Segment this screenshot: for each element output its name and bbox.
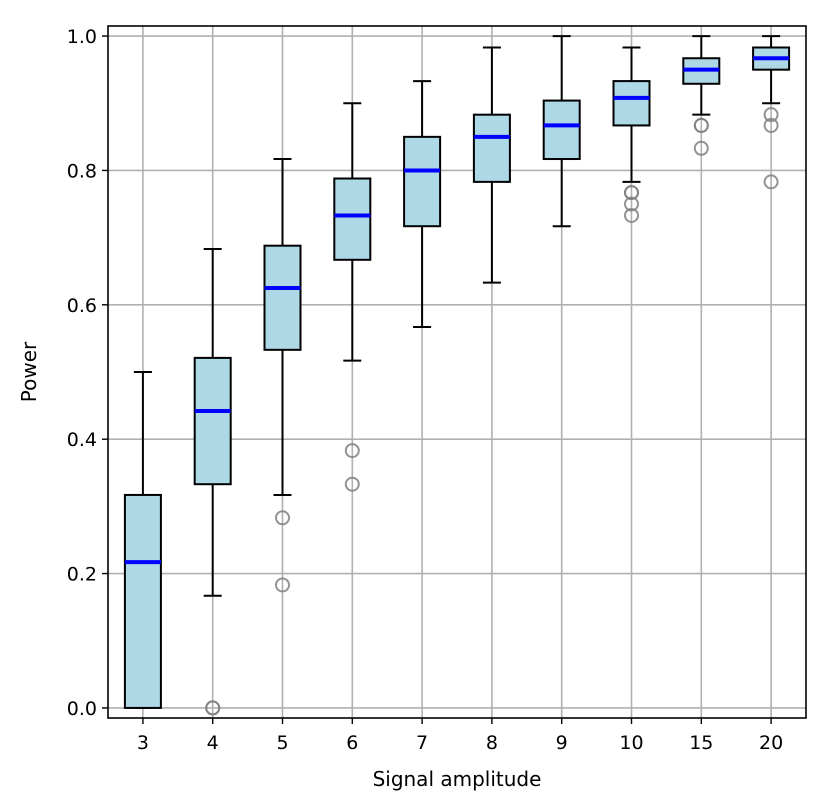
y-tick-label: 0.0: [67, 698, 97, 720]
iqr-box: [612, 80, 651, 127]
outlier-point: [763, 174, 779, 190]
box-7: [403, 80, 442, 328]
x-axis: 3 4 5 6 7 8 9 10 15 20: [137, 718, 783, 754]
outlier-point: [344, 443, 360, 459]
iqr-box: [263, 244, 302, 351]
outlier-point: [624, 207, 639, 223]
x-tick-label: 10: [619, 732, 643, 754]
box-8: [472, 46, 511, 284]
outlier-point: [205, 700, 221, 716]
outlier-point: [693, 117, 709, 133]
y-tick-label: 0.2: [67, 564, 97, 586]
x-tick-label: 6: [346, 732, 358, 754]
y-axis-label: Power: [17, 341, 41, 402]
box-3: [123, 371, 162, 709]
outlier-point: [275, 577, 290, 593]
outlier-point: [275, 510, 290, 526]
x-tick-label: 15: [689, 732, 713, 754]
iqr-box: [333, 177, 372, 261]
outlier-point: [344, 476, 360, 492]
outlier-point: [624, 196, 639, 212]
x-tick-label: 20: [759, 732, 783, 754]
y-axis: 0.0 0.2 0.4 0.6 0.8 1.0: [67, 26, 108, 720]
y-tick-label: 1.0: [67, 26, 97, 48]
plot-area-frame: [107, 25, 807, 719]
y-tick-label: 0.6: [67, 295, 97, 317]
box-20: [752, 35, 791, 190]
x-tick-label: 9: [556, 732, 568, 754]
outlier-point: [763, 117, 779, 133]
iqr-box: [472, 113, 511, 183]
iqr-box: [193, 356, 232, 486]
box-4: [193, 248, 232, 716]
box-6: [333, 102, 372, 492]
iqr-box: [542, 99, 581, 161]
box-5: [263, 158, 302, 593]
box-10: [612, 46, 651, 223]
iqr-box: [123, 493, 162, 709]
y-tick-label: 0.4: [67, 429, 97, 451]
outlier-point: [693, 140, 709, 156]
x-tick-label: 7: [416, 732, 428, 754]
x-tick-label: 8: [486, 732, 498, 754]
x-axis-label: Signal amplitude: [373, 767, 542, 791]
x-tick-label: 4: [207, 732, 219, 754]
y-tick-label: 0.8: [67, 160, 97, 182]
iqr-box: [403, 135, 442, 228]
box-9: [542, 35, 581, 228]
outlier-point: [763, 107, 779, 123]
box-15: [682, 35, 721, 156]
outlier-point: [624, 185, 639, 201]
x-tick-label: 3: [137, 732, 149, 754]
box-series: [123, 35, 791, 716]
x-tick-label: 5: [276, 732, 288, 754]
